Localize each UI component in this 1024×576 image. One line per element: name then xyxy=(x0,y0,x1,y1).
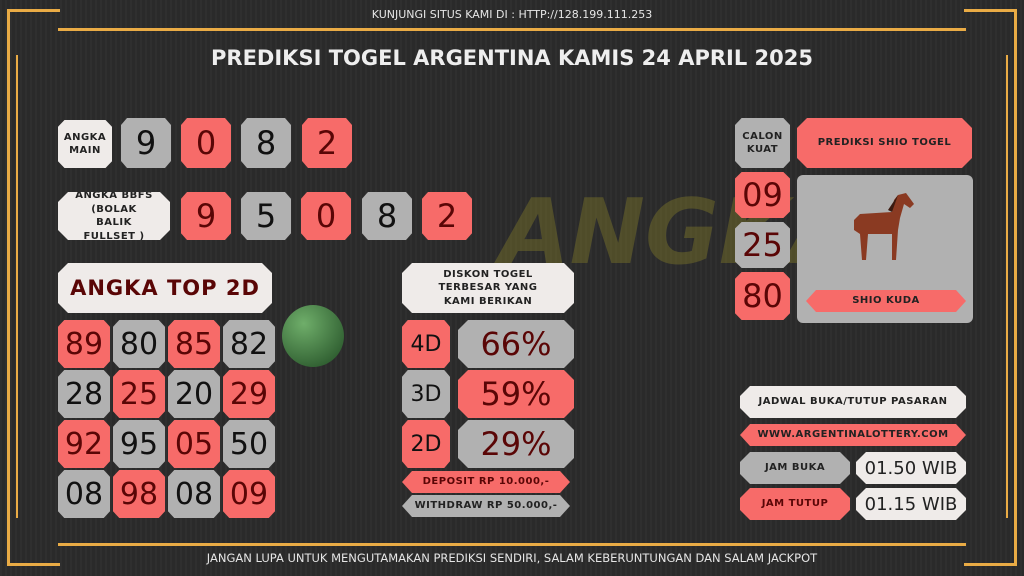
top2d-cell: 28 xyxy=(58,370,110,418)
billiard-ball-icon xyxy=(282,305,344,367)
top2d-cell: 95 xyxy=(113,420,165,468)
jam-tutup-label: JAM TUTUP xyxy=(740,488,850,520)
shio-name: SHIO KUDA xyxy=(806,290,966,312)
top2d-cell: 08 xyxy=(58,470,110,518)
diskon-pct-3d: 59% xyxy=(458,370,574,418)
top2d-cell: 29 xyxy=(223,370,275,418)
diskon-type-3d: 3D xyxy=(402,370,450,418)
angka-main-digit: 8 xyxy=(241,118,291,168)
top2d-cell: 50 xyxy=(223,420,275,468)
jadwal-title: JADWAL BUKA/TUTUP PASARAN xyxy=(740,386,966,418)
top2d-cell: 80 xyxy=(113,320,165,368)
frame-line xyxy=(7,563,60,566)
bbfs-digit: 0 xyxy=(301,192,351,240)
top2d-cell: 98 xyxy=(113,470,165,518)
calon-number: 25 xyxy=(735,222,790,268)
top2d-cell: 05 xyxy=(168,420,220,468)
top2d-cell: 09 xyxy=(223,470,275,518)
calon-number: 09 xyxy=(735,172,790,218)
bbfs-digit: 9 xyxy=(181,192,231,240)
frame-line xyxy=(7,9,10,566)
footer-text: JANGAN LUPA UNTUK MENGUTAMAKAN PREDIKSI … xyxy=(206,551,818,565)
frame-line xyxy=(964,563,1017,566)
top2d-cell: 25 xyxy=(113,370,165,418)
calon-number: 80 xyxy=(735,272,790,320)
divider-bottom xyxy=(58,543,966,546)
top2d-cell: 08 xyxy=(168,470,220,518)
top2d-cell: 82 xyxy=(223,320,275,368)
top2d-cell: 92 xyxy=(58,420,110,468)
angka-main-label: ANGKA MAIN xyxy=(58,120,112,168)
page-title: PREDIKSI TOGEL ARGENTINA KAMIS 24 APRIL … xyxy=(211,46,813,70)
frame-line xyxy=(16,55,18,518)
diskon-type-2d: 2D xyxy=(402,420,450,468)
frame-line xyxy=(7,9,60,12)
frame-line xyxy=(1006,55,1008,518)
top2d-cell: 85 xyxy=(168,320,220,368)
frame-line xyxy=(1014,9,1017,566)
calon-kuat-label: CALON KUAT xyxy=(735,118,790,168)
angka-main-digit: 0 xyxy=(181,118,231,168)
angka-main-digit: 9 xyxy=(121,118,171,168)
bbfs-digit: 5 xyxy=(241,192,291,240)
jam-buka-label: JAM BUKA xyxy=(740,452,850,484)
top2d-cell: 89 xyxy=(58,320,110,368)
diskon-pct-2d: 29% xyxy=(458,420,574,468)
jam-tutup-value: 01.15 WIB xyxy=(856,488,966,520)
top2d-label: ANGKA TOP 2D xyxy=(58,263,272,313)
bbfs-label: ANGKA BBFS (BOLAK BALIK FULLSET ) xyxy=(58,192,170,240)
withdraw-info: WITHDRAW RP 50.000,- xyxy=(402,495,570,517)
prediksi-shio-title: PREDIKSI SHIO TOGEL xyxy=(797,118,972,168)
diskon-type-4d: 4D xyxy=(402,320,450,368)
deposit-info: DEPOSIT RP 10.000,- xyxy=(402,471,570,493)
horse-icon xyxy=(848,190,918,265)
diskon-label: DISKON TOGEL TERBESAR YANG KAMI BERIKAN xyxy=(402,263,574,313)
jam-buka-value: 01.50 WIB xyxy=(856,452,966,484)
diskon-pct-4d: 66% xyxy=(458,320,574,368)
bbfs-digit: 8 xyxy=(362,192,412,240)
top2d-cell: 20 xyxy=(168,370,220,418)
frame-line xyxy=(964,9,1017,12)
angka-main-digit: 2 xyxy=(302,118,352,168)
bbfs-digit: 2 xyxy=(422,192,472,240)
visit-text: KUNJUNGI SITUS KAMI DI : HTTP://128.199.… xyxy=(371,8,653,21)
divider-top xyxy=(58,28,966,31)
website-link[interactable]: WWW.ARGENTINALOTTERY.COM xyxy=(740,424,966,446)
